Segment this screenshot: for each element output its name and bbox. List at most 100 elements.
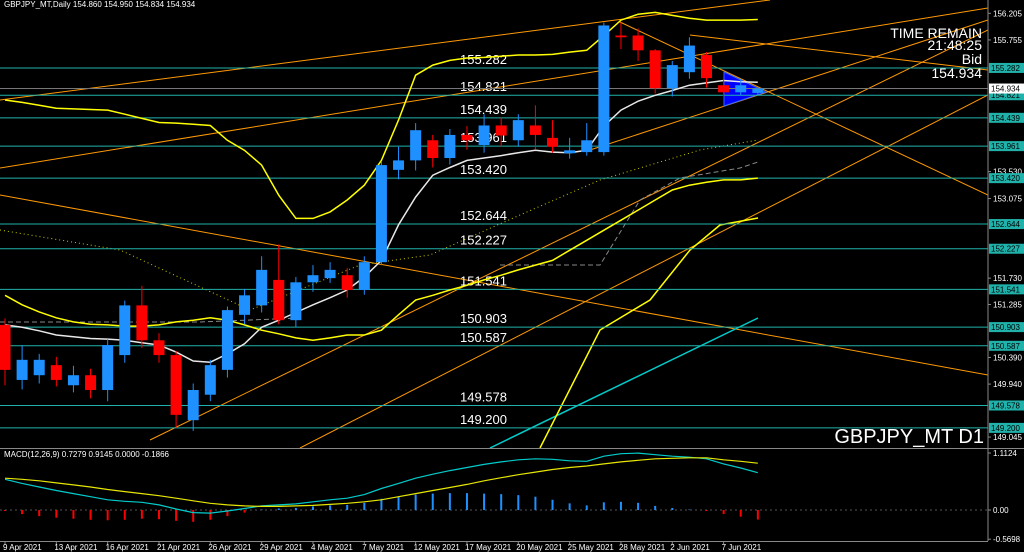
candle-body	[495, 125, 507, 136]
candle-body	[461, 134, 473, 141]
macd-histogram-bar	[722, 510, 725, 515]
chart-info: GBPJPY_MT,Daily 154.860 154.950 154.834 …	[4, 0, 196, 9]
x-tick-label: 12 May 2021	[414, 543, 461, 552]
trend-line	[689, 34, 988, 71]
macd-histogram-bar	[106, 510, 109, 521]
candle-body	[427, 140, 439, 159]
macd-histogram-bar	[448, 493, 451, 511]
level-tag	[989, 422, 1024, 433]
candle-body	[153, 340, 165, 356]
level-tag	[989, 62, 1024, 73]
level-label: 155.282	[460, 52, 507, 67]
candle-body	[239, 295, 251, 315]
macd-histogram-bar	[346, 504, 349, 511]
macd-histogram-bar	[260, 509, 263, 511]
macd-histogram-bar	[243, 510, 246, 513]
candle-body	[16, 359, 28, 380]
x-tick-label: 7 Jun 2021	[722, 543, 762, 552]
trend-line	[299, 94, 988, 448]
dashed-average	[500, 161, 759, 266]
x-tick-label: 17 May 2021	[465, 543, 512, 552]
candle-body	[393, 160, 405, 170]
macd-histogram-bar	[551, 499, 554, 511]
macd-main-line	[4, 452, 758, 514]
symbol-label: GBPJPY_MT D1	[834, 426, 984, 448]
trend-line	[619, 21, 988, 196]
level-tag	[989, 141, 1024, 152]
candle-body	[375, 165, 387, 263]
level-tag-label: 149.578	[991, 402, 1020, 411]
level-label: 152.644	[460, 208, 507, 223]
macd-histogram-bar	[705, 510, 708, 512]
level-tag	[989, 219, 1024, 230]
level-label: 150.903	[460, 311, 507, 326]
macd-y-tick-label: 1.1124	[993, 449, 1017, 458]
candle-body	[581, 140, 593, 153]
candle-body	[683, 45, 695, 73]
level-tag-label: 152.227	[991, 245, 1020, 254]
trend-line	[0, 194, 988, 376]
overlay-line	[4, 177, 758, 342]
candle-body	[735, 85, 747, 93]
x-tick-label: 29 Apr 2021	[260, 543, 304, 552]
y-tick-label: 149.940	[993, 380, 1022, 389]
x-tick-label: 28 May 2021	[619, 543, 666, 552]
macd-histogram-bar	[175, 510, 178, 521]
y-tick-label: 156.205	[993, 9, 1022, 18]
level-tag-label: 155.282	[991, 64, 1020, 73]
bid-label: Bid	[962, 51, 982, 67]
macd-histogram-bar	[517, 495, 520, 511]
trend-line	[0, 0, 771, 101]
candles	[0, 22, 764, 431]
level-tag-label: 152.644	[991, 220, 1020, 229]
macd-histogram-bar	[380, 498, 383, 511]
level-label: 153.420	[460, 162, 507, 177]
level-label: 154.439	[460, 102, 507, 117]
candle-body	[564, 150, 576, 154]
level-label: 152.227	[460, 233, 507, 248]
macd-histogram-bar	[637, 502, 640, 511]
candle-body	[102, 345, 114, 391]
candle-body	[341, 275, 353, 290]
candle-body	[85, 375, 97, 391]
level-tag-label: 154.821	[991, 91, 1020, 100]
level-tag	[989, 284, 1024, 295]
level-tag	[989, 173, 1024, 184]
timer-value: 21:48:25	[928, 37, 983, 53]
candle-body	[136, 305, 148, 341]
macd-histogram-bar	[209, 510, 212, 520]
macd-y-tick-label: 0.00	[993, 506, 1009, 515]
timer-label: TIME REMAIN	[890, 25, 982, 41]
candle-body	[324, 269, 336, 279]
macd-pane	[0, 452, 988, 522]
y-tick-label: 151.730	[993, 274, 1022, 283]
candle-body	[187, 390, 199, 421]
macd-histogram-bar	[277, 508, 280, 511]
bid-tag-label: 154.934	[991, 85, 1020, 94]
macd-title: MACD(12,26,9) 0.7279 0.9145 0.0000 -0.18…	[4, 450, 170, 459]
level-tag	[989, 112, 1024, 123]
candle-body	[752, 88, 764, 93]
level-tag-label: 153.961	[991, 142, 1020, 151]
candle-body	[410, 130, 422, 161]
macd-signal-line	[4, 457, 758, 507]
candle-body	[0, 324, 11, 370]
macd-histogram-bar	[123, 510, 126, 520]
macd-histogram-bar	[38, 510, 41, 517]
x-tick-label: 9 Apr 2021	[3, 543, 42, 552]
x-tick-label: 25 May 2021	[568, 543, 615, 552]
macd-histogram-bar	[329, 505, 332, 511]
y-tick-label: 153.530	[993, 168, 1022, 177]
candle-body	[256, 269, 268, 306]
macd-histogram-bar	[654, 505, 657, 511]
candle-body	[33, 359, 45, 376]
macd-histogram-bar	[55, 510, 58, 518]
level-label: 154.821	[460, 79, 507, 94]
candle-body	[598, 25, 610, 153]
y-tick-label: 149.045	[993, 433, 1022, 442]
level-tag-label: 150.587	[991, 342, 1020, 351]
bid-tag	[989, 83, 1024, 94]
